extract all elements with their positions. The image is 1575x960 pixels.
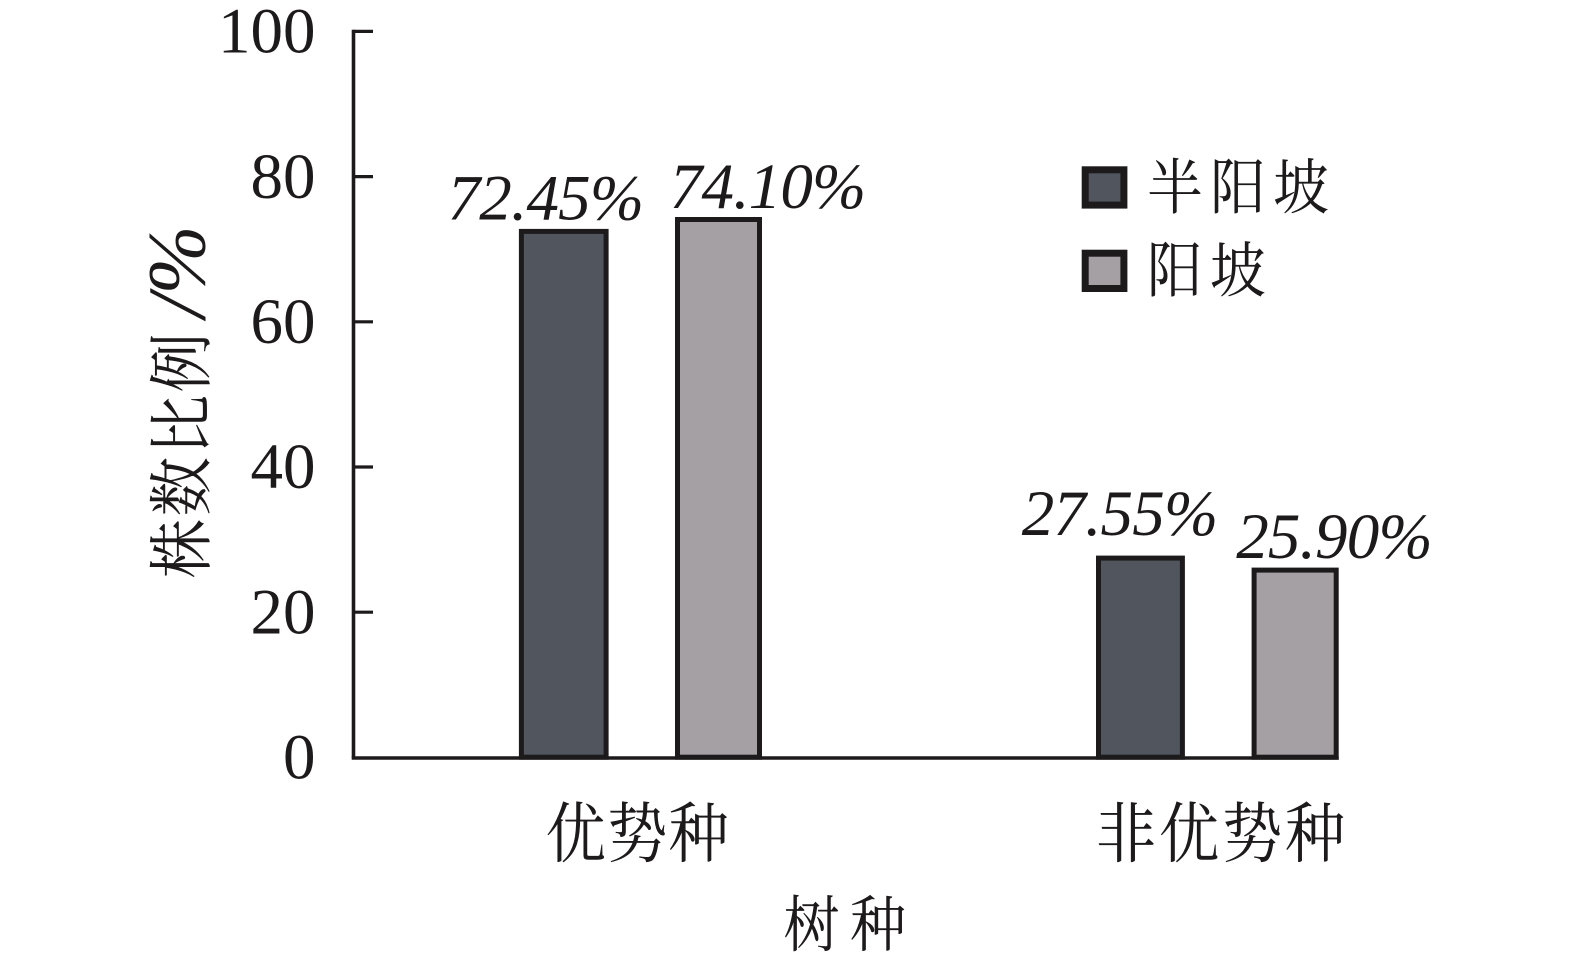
svg-text:60: 60 [251,286,316,358]
svg-text:20: 20 [251,576,316,648]
svg-text:0: 0 [283,722,316,794]
svg-text:40: 40 [251,431,316,503]
svg-text:72.45%: 72.45% [448,163,644,235]
svg-text:74.10%: 74.10% [670,151,866,223]
svg-text:80: 80 [251,141,316,213]
svg-text:/%: /% [131,225,223,321]
svg-text:25.90%: 25.90% [1236,501,1432,573]
svg-text:27.55%: 27.55% [1022,478,1218,550]
svg-text:100: 100 [218,0,316,68]
